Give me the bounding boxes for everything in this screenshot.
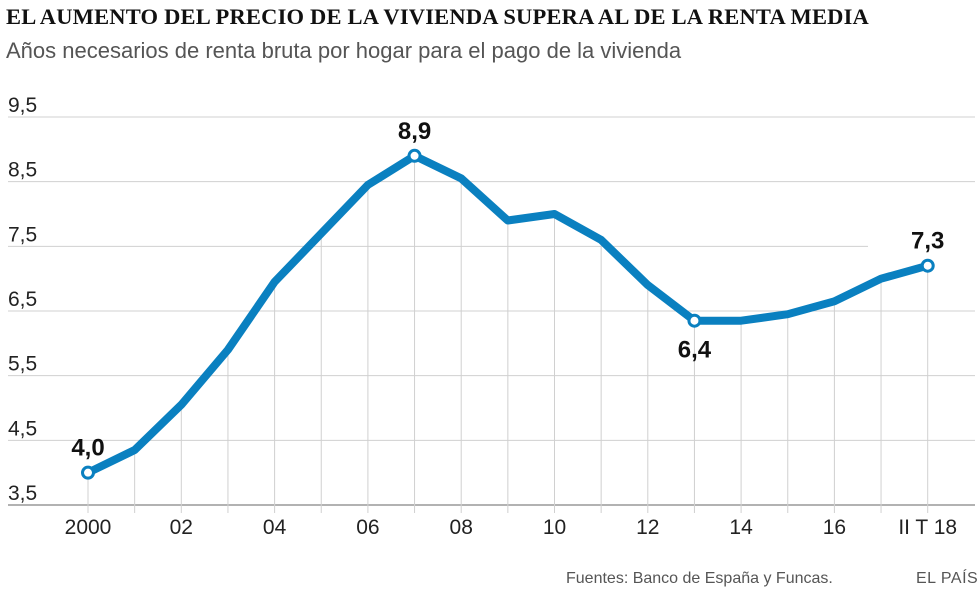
x-tick-label: II T 18: [898, 516, 957, 539]
source-note: Fuentes: Banco de España y Funcas.: [566, 570, 833, 587]
highlight-marker: [407, 148, 422, 163]
highlight-marker: [920, 258, 935, 273]
data-label: 7,3: [911, 228, 944, 255]
x-gridlines: [87, 155, 929, 513]
x-tick-label: 16: [823, 516, 846, 539]
brand-logo: EL PAÍS: [916, 570, 979, 587]
x-tick-label: 04: [263, 516, 287, 539]
x-axis-tick-labels: 2000 02 04 06 08 10 12 14 16 II T 18: [65, 516, 957, 539]
x-tick-label: 12: [636, 516, 659, 539]
chart-subtitle: Años necesarios de renta bruta por hogar…: [6, 38, 682, 63]
x-tick-label: 14: [729, 516, 753, 539]
data-series: [84, 151, 932, 477]
y-tick-label: 6,5: [8, 288, 37, 311]
data-labels: 4,0 8,9 6,4 7,3: [71, 118, 944, 462]
y-tick-label: 8,5: [8, 159, 37, 182]
data-label: 4,0: [71, 435, 104, 462]
highlight-marker: [687, 313, 702, 328]
y-tick-label: 4,5: [8, 417, 37, 440]
data-label: 6,4: [678, 337, 712, 364]
x-tick-label: 08: [450, 516, 473, 539]
y-tick-label: 9,5: [8, 94, 37, 117]
x-tick-label: 06: [356, 516, 379, 539]
x-tick-label: 02: [170, 516, 193, 539]
y-axis-tick-labels: 3,5 4,5 5,5 6,5 7,5 8,5 9,5: [8, 94, 37, 505]
series-line: [84, 151, 932, 477]
y-tick-label: 3,5: [8, 482, 37, 505]
data-label: 8,9: [398, 118, 431, 145]
x-tick-label: 2000: [65, 516, 112, 539]
highlight-markers: [81, 148, 935, 480]
x-tick-label: 10: [543, 516, 566, 539]
y-gridlines: [8, 116, 975, 506]
chart-title: EL AUMENTO DEL PRECIO DE LA VIVIENDA SUP…: [6, 4, 869, 29]
y-tick-label: 5,5: [8, 353, 37, 376]
highlight-marker: [81, 465, 95, 480]
y-tick-label: 7,5: [8, 223, 37, 246]
